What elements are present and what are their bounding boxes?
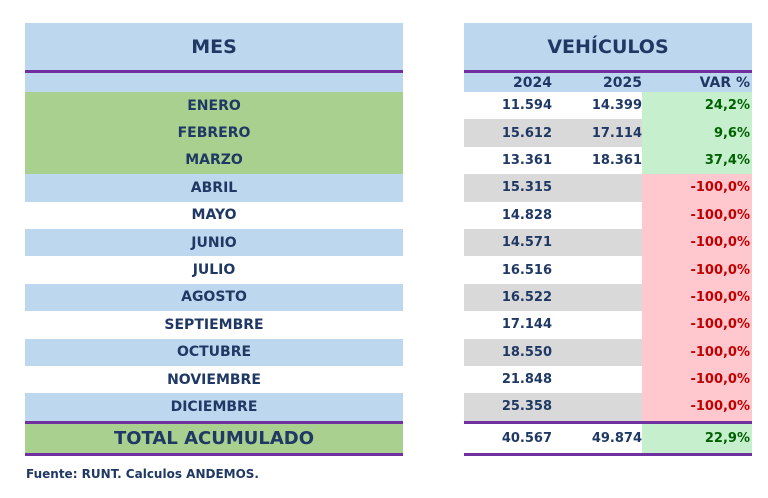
table-row: 16.516 -100,0% <box>464 256 752 284</box>
vehicles-column: VEHÍCULOS 2024 2025 VAR % 11.594 14.399 … <box>464 23 752 456</box>
col-2025-header: 2025 <box>603 74 642 91</box>
value-2025 <box>552 393 642 421</box>
var-cell: 37,4% <box>642 146 752 175</box>
month-cell: OCTUBRE <box>25 338 403 366</box>
table-row: 13.361 18.361 37,4% <box>464 146 752 175</box>
value-2024: 16.522 <box>464 283 552 312</box>
var-cell: -100,0% <box>642 256 752 284</box>
value-2025: 14.399 <box>552 92 642 120</box>
month-cell: JULIO <box>25 256 403 284</box>
month-cell: FEBRERO <box>25 119 403 147</box>
table-row: 18.550 -100,0% <box>464 338 752 366</box>
month-cell: AGOSTO <box>25 283 403 312</box>
var-cell: -100,0% <box>642 283 752 312</box>
divider <box>464 70 752 73</box>
table-row: 11.594 14.399 24,2% <box>464 92 752 120</box>
total-label: TOTAL ACUMULADO <box>25 423 403 453</box>
mes-header: MES <box>25 23 403 70</box>
month-cell: ENERO <box>25 92 403 120</box>
var-cell: -100,0% <box>642 338 752 366</box>
divider <box>464 420 752 424</box>
value-2024: 13.361 <box>464 146 552 175</box>
table-row: 16.522 -100,0% <box>464 283 752 312</box>
month-cell: DICIEMBRE <box>25 393 403 421</box>
month-column: MES ENERO FEBRERO MARZO ABRIL MAYO JUNIO… <box>25 23 403 456</box>
value-2025 <box>552 228 642 257</box>
value-2025 <box>552 283 642 312</box>
var-cell: -100,0% <box>642 393 752 421</box>
value-2024: 15.315 <box>464 174 552 202</box>
divider <box>25 452 403 456</box>
var-cell: -100,0% <box>642 174 752 202</box>
var-cell: -100,0% <box>642 228 752 257</box>
table-row: 14.571 -100,0% <box>464 228 752 257</box>
value-2024: 16.516 <box>464 256 552 284</box>
total-2025: 49.874 <box>591 430 642 446</box>
total-2024: 40.567 <box>501 430 552 446</box>
month-cell: SEPTIEMBRE <box>25 311 403 339</box>
total-row: 40.567 49.874 22,9% <box>464 423 752 453</box>
divider <box>25 420 403 424</box>
table-row: 14.828 -100,0% <box>464 201 752 229</box>
var-cell: -100,0% <box>642 201 752 229</box>
value-2024: 14.571 <box>464 228 552 257</box>
col-2024-header: 2024 <box>513 74 552 91</box>
month-cell: NOVIEMBRE <box>25 365 403 394</box>
value-2024: 14.828 <box>464 201 552 229</box>
table-row: 15.315 -100,0% <box>464 174 752 202</box>
source-footnote: Fuente: RUNT. Calculos ANDEMOS. <box>26 467 259 481</box>
column-headers: 2024 2025 VAR % <box>464 73 752 92</box>
value-2024: 17.144 <box>464 311 552 339</box>
divider <box>25 70 403 73</box>
value-2024: 18.550 <box>464 338 552 366</box>
table-row: 25.358 -100,0% <box>464 393 752 421</box>
value-2025 <box>552 365 642 394</box>
month-cell: MAYO <box>25 201 403 229</box>
vehiculos-header: VEHÍCULOS <box>464 23 752 70</box>
value-2025 <box>552 201 642 229</box>
value-2025 <box>552 338 642 366</box>
value-2024: 25.358 <box>464 393 552 421</box>
value-2024: 11.594 <box>464 92 552 120</box>
value-2024: 15.612 <box>464 119 552 147</box>
table-row: 15.612 17.114 9,6% <box>464 119 752 147</box>
month-cell: ABRIL <box>25 174 403 202</box>
month-cell: MARZO <box>25 146 403 175</box>
col-var-header: VAR % <box>699 74 750 91</box>
value-2025 <box>552 311 642 339</box>
value-2025: 18.361 <box>552 146 642 175</box>
var-cell: -100,0% <box>642 365 752 394</box>
value-2025: 17.114 <box>552 119 642 147</box>
table-row: 17.144 -100,0% <box>464 311 752 339</box>
var-cell: 9,6% <box>642 119 752 147</box>
table-row: 21.848 -100,0% <box>464 365 752 394</box>
value-2025 <box>552 174 642 202</box>
mes-subheader <box>25 73 403 92</box>
month-cell: JUNIO <box>25 228 403 257</box>
value-2025 <box>552 256 642 284</box>
total-var: 22,9% <box>642 423 752 453</box>
var-cell: -100,0% <box>642 311 752 339</box>
var-cell: 24,2% <box>642 92 752 120</box>
value-2024: 21.848 <box>464 365 552 394</box>
divider <box>464 452 752 456</box>
